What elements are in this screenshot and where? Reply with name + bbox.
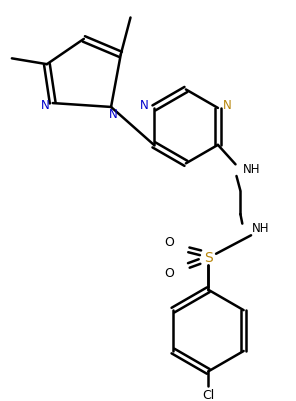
Text: O: O bbox=[165, 236, 174, 249]
Text: N: N bbox=[140, 99, 149, 112]
Text: N: N bbox=[223, 99, 232, 112]
Text: S: S bbox=[204, 251, 213, 265]
Text: N: N bbox=[109, 108, 118, 121]
Text: Cl: Cl bbox=[202, 389, 214, 401]
Text: NH: NH bbox=[252, 222, 270, 235]
Text: NH: NH bbox=[243, 163, 261, 176]
Text: N: N bbox=[41, 99, 49, 112]
Text: O: O bbox=[165, 267, 174, 280]
